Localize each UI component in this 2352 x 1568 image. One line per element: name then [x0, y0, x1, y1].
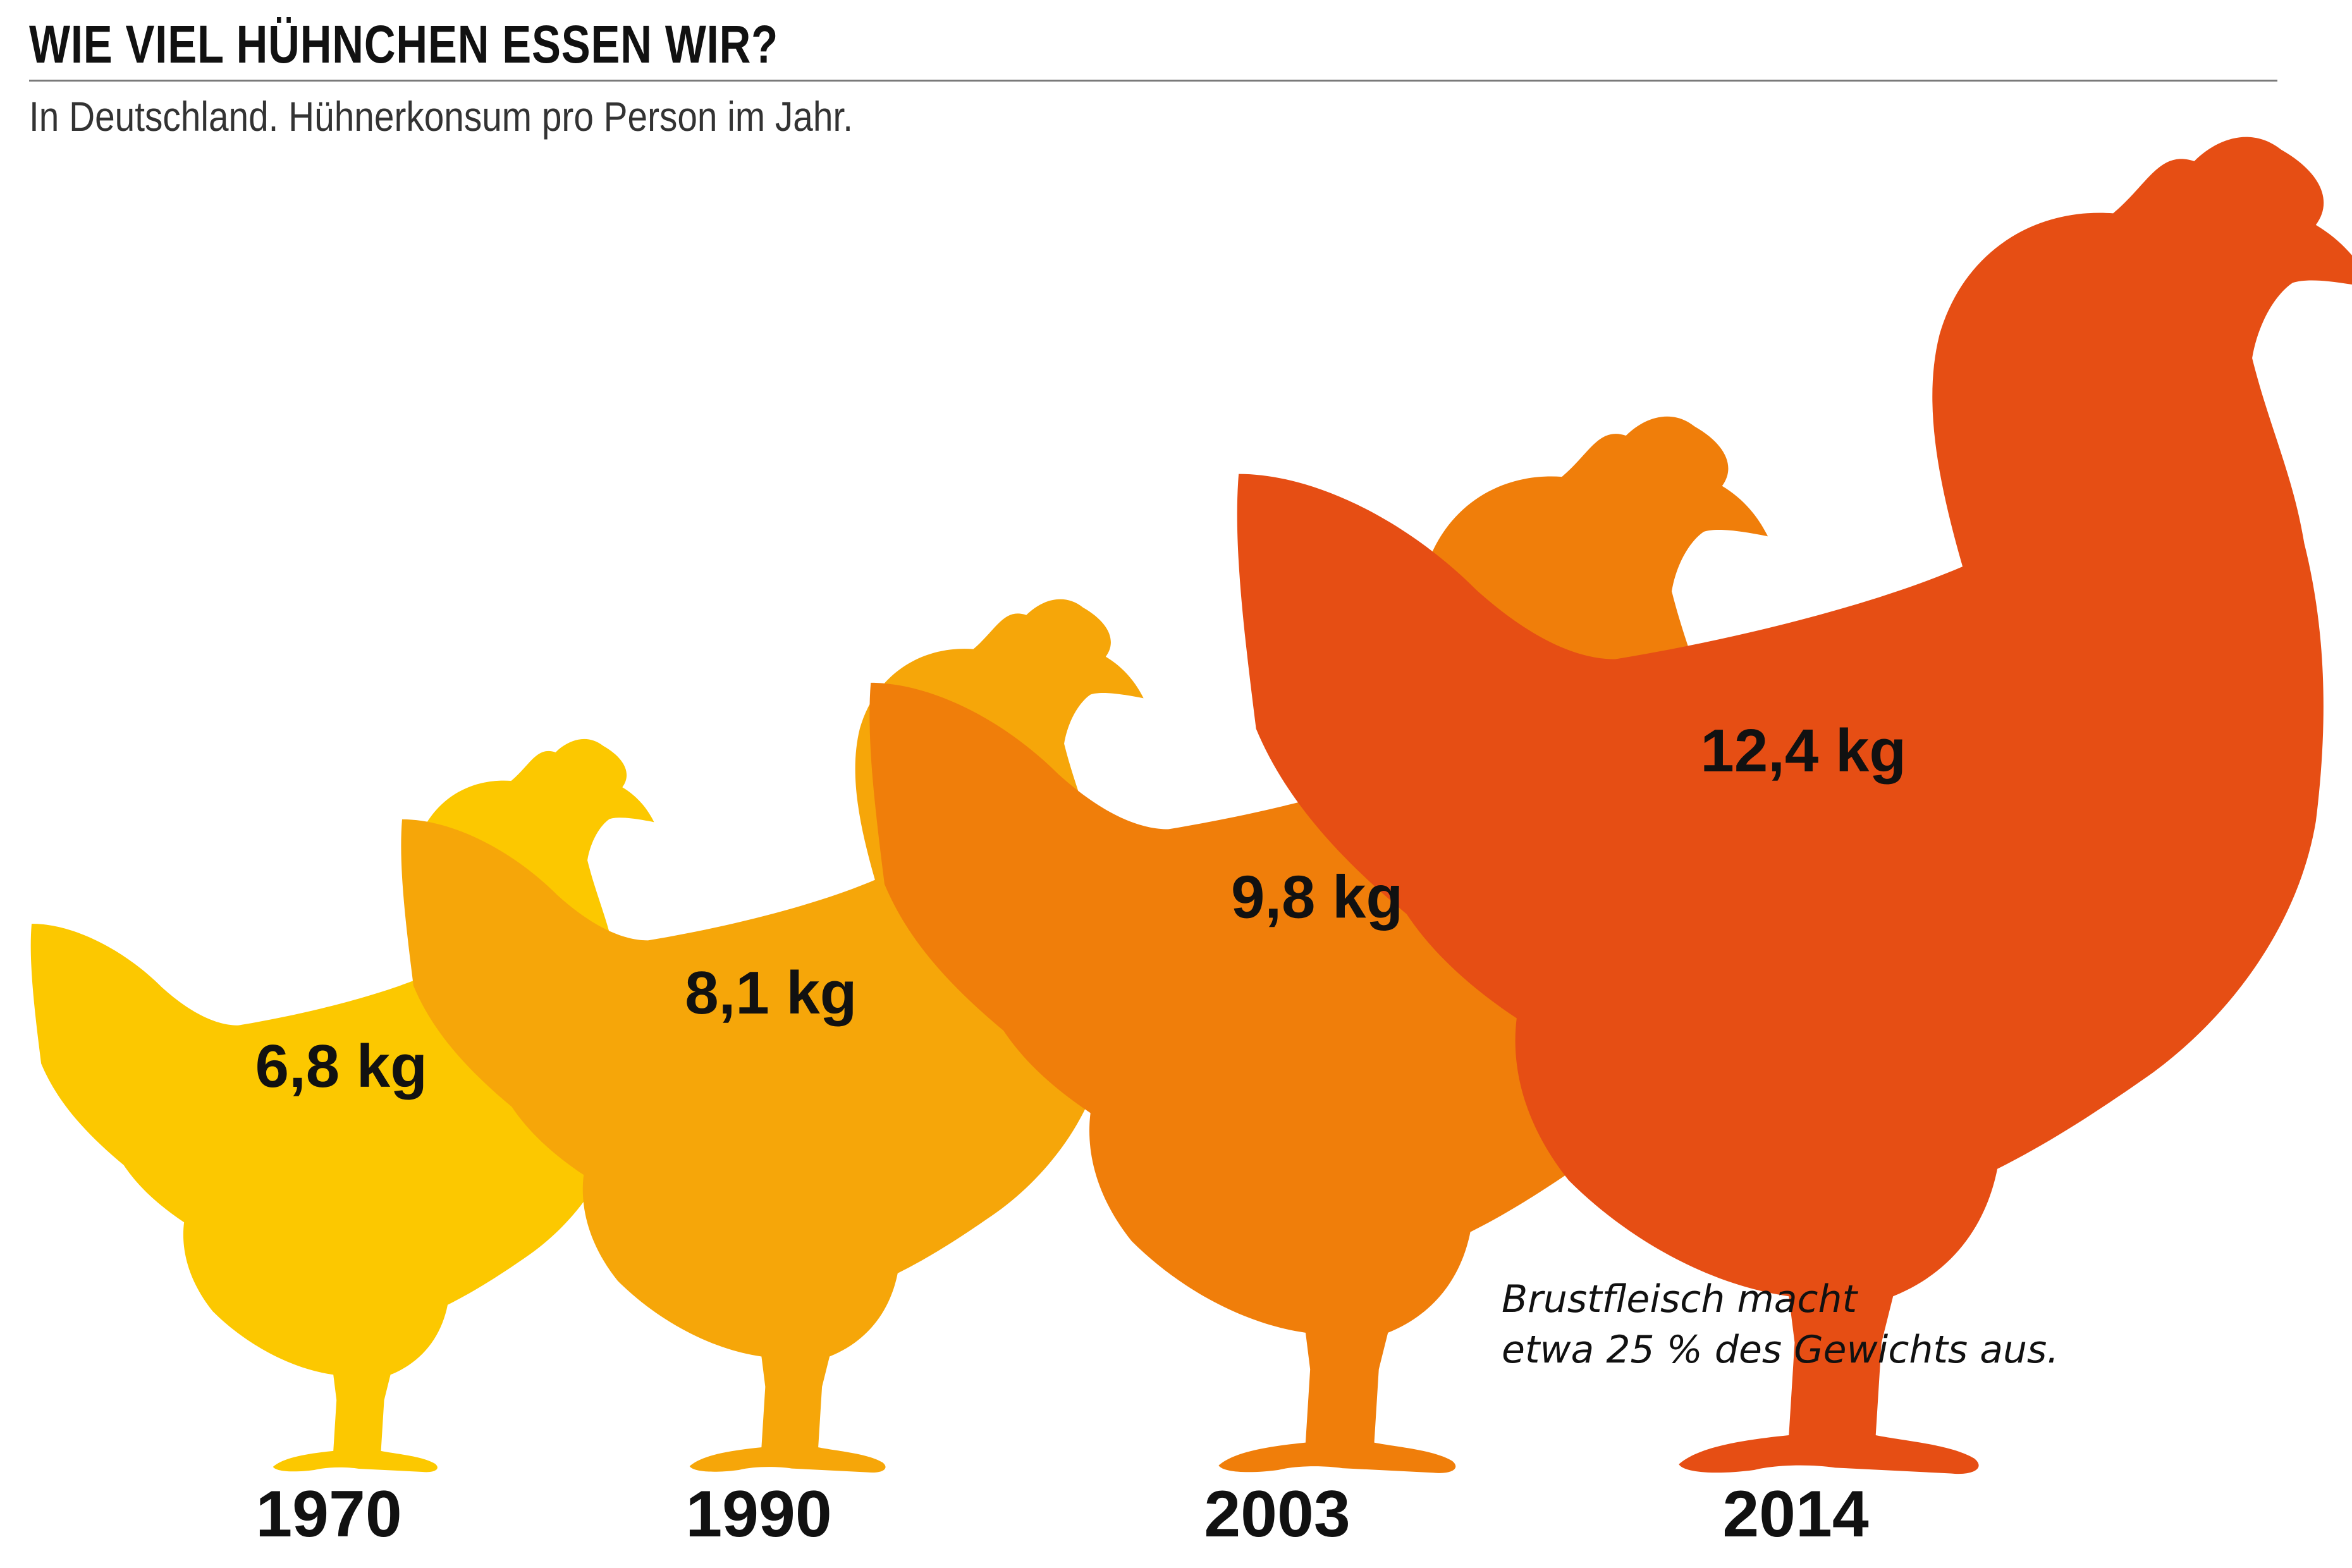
value-label-2014: 12,4 kg	[1700, 717, 1906, 785]
annotation-note: Brustfleisch macht etwa 25 % des Gewicht…	[1502, 1277, 2059, 1372]
year-label-2014: 2014	[1722, 1478, 1869, 1551]
chart-title: WIE VIEL HÜHNCHEN ESSEN WIR?	[29, 15, 779, 74]
title-divider	[29, 80, 2277, 82]
value-labels: 6,8 kg 8,1 kg 9,8 kg 12,4 kg	[255, 717, 1906, 1100]
annotation-line-1: Brustfleisch macht	[1502, 1277, 1859, 1321]
year-labels: 1970 1990 2003 2014	[255, 1478, 1869, 1551]
chart-subtitle: In Deutschland. Hühnerkonsum pro Person …	[29, 93, 853, 140]
year-label-2003: 2003	[1204, 1478, 1350, 1551]
value-label-1990: 8,1 kg	[685, 959, 857, 1027]
year-label-1990: 1990	[685, 1478, 831, 1551]
annotation-line-2: etwa 25 % des Gewichts aus.	[1502, 1328, 2059, 1372]
value-label-1970: 6,8 kg	[255, 1032, 427, 1100]
chart-header: WIE VIEL HÜHNCHEN ESSEN WIR? In Deutschl…	[29, 13, 2277, 140]
value-label-2003: 9,8 kg	[1231, 864, 1403, 931]
year-label-1970: 1970	[255, 1478, 401, 1551]
chicken-marks	[30, 137, 2352, 1474]
